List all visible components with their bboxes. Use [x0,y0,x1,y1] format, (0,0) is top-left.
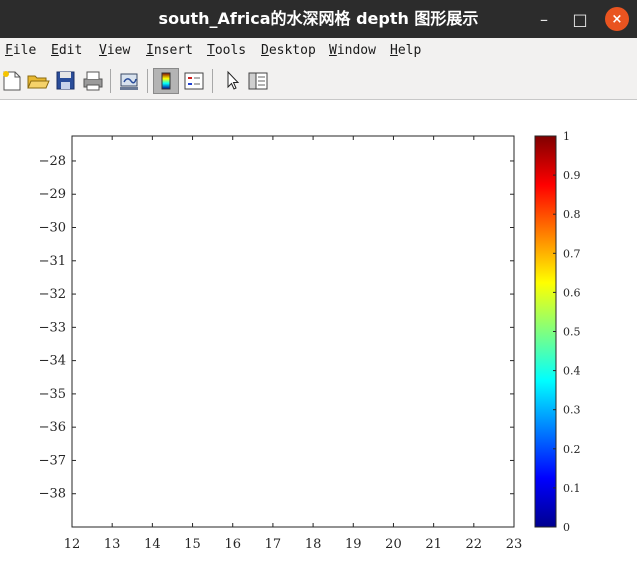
menu-edit[interactable]: Edit [51,43,83,58]
y-tick-label: −28 [39,154,66,169]
menu-tools[interactable]: Tools [207,43,247,58]
figure-canvas: 12 13 14 15 16 17 18 19 20 21 22 23 −28 −29 −30 −31 −32… [0,100,637,574]
menu-view[interactable]: View [99,43,131,58]
colorbar-tick-label: 0.1 [563,482,581,495]
x-tick-label: 19 [345,537,362,552]
colorbar [534,135,557,528]
toolbar-separator [212,69,213,93]
save-icon[interactable] [53,68,79,94]
y-tick-label: −37 [39,453,66,468]
menu-bar: File Edit View Insert Tools Desktop Wind… [0,38,637,95]
y-tick-label: −29 [39,187,66,202]
y-tick-label: −35 [39,387,66,402]
x-tick-label: 21 [425,537,442,552]
y-tick-label: −31 [39,254,66,269]
toolbar-separator [110,69,111,93]
minimize-button[interactable]: – [540,9,548,29]
x-tick-label: 12 [64,537,81,552]
colorbar-tick-label: 0.4 [563,365,581,378]
colorbar-tick-label: 0.7 [563,247,581,260]
y-tick-label: −30 [39,221,66,236]
x-tick-label: 20 [385,537,402,552]
menu-file[interactable]: File [5,43,37,58]
print-icon[interactable] [80,68,106,94]
x-tick-label: 13 [104,537,121,552]
link-plot-icon[interactable] [116,68,142,94]
open-file-icon[interactable] [25,68,51,94]
y-tick-label: −38 [39,487,66,502]
x-tick-label: 23 [506,537,523,552]
colorbar-tick-label: 1 [563,130,570,143]
insert-colorbar-icon[interactable] [153,68,179,94]
x-tick-label: 15 [184,537,201,552]
y-tick-label: −36 [39,420,66,435]
y-tick-label: −32 [39,287,66,302]
colorbar-tick-label: 0.6 [563,286,581,299]
depth-heatmap-figure: 12 13 14 15 16 17 18 19 20 21 22 23 −28 −29 −30 −31 −32… [39,130,581,552]
maximize-button[interactable]: □ [572,9,588,29]
colorbar-tick-label: 0.5 [563,326,581,339]
menu-insert[interactable]: Insert [146,43,193,58]
x-tick-label: 14 [144,537,161,552]
colorbar-tick-label: 0.8 [563,208,581,221]
toolbar-separator [147,69,148,93]
menu-window[interactable]: Window [329,43,376,58]
colorbar-tick-label: 0.3 [563,404,581,417]
colorbar-tick-label: 0.2 [563,443,581,456]
x-tick-label: 16 [224,537,241,552]
edit-plot-arrow-icon[interactable] [219,68,245,94]
x-tick-label: 17 [265,537,282,552]
x-tick-label: 18 [305,537,322,552]
menu-help[interactable]: Help [390,43,422,58]
colorbar-tick-label: 0.9 [563,169,581,182]
window-titlebar[interactable]: south_Africa的水深网格 depth 图形展示 – □ × [0,0,637,38]
x-tick-label: 22 [466,537,483,552]
plot-axes [71,135,515,528]
menu-desktop[interactable]: Desktop [261,43,316,58]
y-tick-label: −33 [39,320,66,335]
close-button[interactable]: × [605,7,629,31]
figure-toolbar [0,63,637,100]
open-property-inspector-icon[interactable] [245,68,271,94]
colorbar-tick-label: 0 [563,521,570,534]
new-figure-icon[interactable] [0,68,26,94]
y-tick-label: −34 [39,354,66,369]
window-title: south_Africa的水深网格 depth 图形展示 [158,9,479,28]
insert-legend-icon[interactable] [181,68,207,94]
